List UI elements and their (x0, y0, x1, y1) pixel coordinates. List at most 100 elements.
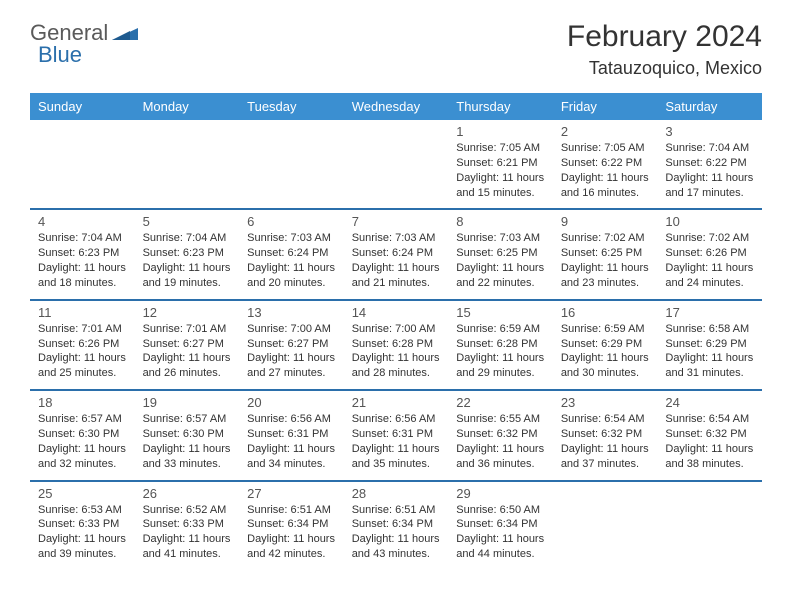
daylight-line-1: Daylight: 11 hours (561, 442, 650, 457)
sunrise-line: Sunrise: 7:04 AM (665, 141, 754, 156)
daylight-line-2: and 17 minutes. (665, 186, 754, 201)
daylight-line-2: and 15 minutes. (456, 186, 545, 201)
daylight-line-2: and 23 minutes. (561, 276, 650, 291)
calendar-day-cell: 9Sunrise: 7:02 AMSunset: 6:25 PMDaylight… (553, 209, 658, 299)
daylight-line-2: and 30 minutes. (561, 366, 650, 381)
sunrise-line: Sunrise: 7:02 AM (665, 231, 754, 246)
daylight-line-2: and 28 minutes. (352, 366, 441, 381)
day-number: 2 (561, 124, 650, 139)
day-header: Friday (553, 93, 658, 120)
day-number: 7 (352, 214, 441, 229)
calendar-day-cell: 26Sunrise: 6:52 AMSunset: 6:33 PMDayligh… (135, 481, 240, 570)
sunrise-line: Sunrise: 6:53 AM (38, 503, 127, 518)
calendar-day-cell: 27Sunrise: 6:51 AMSunset: 6:34 PMDayligh… (239, 481, 344, 570)
daylight-line-2: and 24 minutes. (665, 276, 754, 291)
sunrise-line: Sunrise: 6:56 AM (247, 412, 336, 427)
day-number: 20 (247, 395, 336, 410)
day-number: 8 (456, 214, 545, 229)
sunset-line: Sunset: 6:31 PM (247, 427, 336, 442)
sunrise-line: Sunrise: 6:54 AM (665, 412, 754, 427)
day-number: 10 (665, 214, 754, 229)
sunrise-line: Sunrise: 6:54 AM (561, 412, 650, 427)
calendar-day-cell: 11Sunrise: 7:01 AMSunset: 6:26 PMDayligh… (30, 300, 135, 390)
logo-text-blue: Blue (38, 42, 82, 67)
sunrise-line: Sunrise: 7:05 AM (456, 141, 545, 156)
sunset-line: Sunset: 6:32 PM (665, 427, 754, 442)
sunrise-line: Sunrise: 6:58 AM (665, 322, 754, 337)
daylight-line-2: and 41 minutes. (143, 547, 232, 562)
sunset-line: Sunset: 6:32 PM (456, 427, 545, 442)
sunrise-line: Sunrise: 6:51 AM (247, 503, 336, 518)
calendar-day-cell: 24 Sunrise: 6:54 AMSunset: 6:32 PMDayligh… (657, 390, 762, 480)
sunrise-line: Sunrise: 6:57 AM (143, 412, 232, 427)
sunset-line: Sunset: 6:28 PM (352, 337, 441, 352)
daylight-line-1: Daylight: 11 hours (665, 442, 754, 457)
day-header: Wednesday (344, 93, 449, 120)
daylight-line-1: Daylight: 11 hours (561, 351, 650, 366)
sunset-line: Sunset: 6:26 PM (38, 337, 127, 352)
daylight-line-1: Daylight: 11 hours (352, 532, 441, 547)
sunrise-line: Sunrise: 7:00 AM (247, 322, 336, 337)
sunset-line: Sunset: 6:26 PM (665, 246, 754, 261)
daylight-line-2: and 39 minutes. (38, 547, 127, 562)
calendar-week-row: 11Sunrise: 7:01 AMSunset: 6:26 PMDayligh… (30, 300, 762, 390)
daylight-line-1: Daylight: 11 hours (38, 351, 127, 366)
calendar-day-cell: 8Sunrise: 7:03 AMSunset: 6:25 PMDaylight… (448, 209, 553, 299)
day-number: 18 (38, 395, 127, 410)
daylight-line-1: Daylight: 11 hours (143, 532, 232, 547)
calendar-day-cell: 4Sunrise: 7:04 AMSunset: 6:23 PMDaylight… (30, 209, 135, 299)
calendar-day-cell: 1Sunrise: 7:05 AMSunset: 6:21 PMDaylight… (448, 120, 553, 209)
calendar-day-cell: 14Sunrise: 7:00 AMSunset: 6:28 PMDayligh… (344, 300, 449, 390)
calendar-day-cell (135, 120, 240, 209)
sunrise-line: Sunrise: 6:59 AM (561, 322, 650, 337)
day-header-row: Sunday Monday Tuesday Wednesday Thursday… (30, 93, 762, 120)
daylight-line-1: Daylight: 11 hours (456, 351, 545, 366)
daylight-line-1: Daylight: 11 hours (456, 442, 545, 457)
sunrise-line: Sunrise: 7:01 AM (143, 322, 232, 337)
day-number: 4 (38, 214, 127, 229)
sunrise-line: Sunrise: 7:05 AM (561, 141, 650, 156)
calendar-day-cell: 10Sunrise: 7:02 AMSunset: 6:26 PMDayligh… (657, 209, 762, 299)
daylight-line-1: Daylight: 11 hours (561, 171, 650, 186)
daylight-line-1: Daylight: 11 hours (352, 351, 441, 366)
sunrise-line: Sunrise: 7:03 AM (352, 231, 441, 246)
daylight-line-2: and 31 minutes. (665, 366, 754, 381)
day-number: 19 (143, 395, 232, 410)
daylight-line-2: and 43 minutes. (352, 547, 441, 562)
day-number: 28 (352, 486, 441, 501)
sunrise-line: Sunrise: 6:51 AM (352, 503, 441, 518)
daylight-line-1: Daylight: 11 hours (247, 351, 336, 366)
daylight-line-2: and 42 minutes. (247, 547, 336, 562)
sunset-line: Sunset: 6:30 PM (38, 427, 127, 442)
sunrise-line: Sunrise: 7:00 AM (352, 322, 441, 337)
daylight-line-1: Daylight: 11 hours (561, 261, 650, 276)
daylight-line-1: Daylight: 11 hours (665, 171, 754, 186)
calendar-week-row: 4Sunrise: 7:04 AMSunset: 6:23 PMDaylight… (30, 209, 762, 299)
day-number: 29 (456, 486, 545, 501)
day-number: 12 (143, 305, 232, 320)
sunset-line: Sunset: 6:27 PM (247, 337, 336, 352)
daylight-line-1: Daylight: 11 hours (38, 532, 127, 547)
daylight-line-2: and 29 minutes. (456, 366, 545, 381)
daylight-line-2: and 20 minutes. (247, 276, 336, 291)
daylight-line-1: Daylight: 11 hours (456, 532, 545, 547)
calendar-week-row: 1Sunrise: 7:05 AMSunset: 6:21 PMDaylight… (30, 120, 762, 209)
sunset-line: Sunset: 6:28 PM (456, 337, 545, 352)
calendar-day-cell: 19 Sunrise: 6:57 AMSunset: 6:30 PMDayligh… (135, 390, 240, 480)
daylight-line-2: and 26 minutes. (143, 366, 232, 381)
day-number: 24 (665, 395, 754, 410)
logo-triangle-icon (112, 22, 138, 45)
daylight-line-2: and 19 minutes. (143, 276, 232, 291)
sunset-line: Sunset: 6:24 PM (352, 246, 441, 261)
calendar-day-cell: 6Sunrise: 7:03 AMSunset: 6:24 PMDaylight… (239, 209, 344, 299)
calendar-table: Sunday Monday Tuesday Wednesday Thursday… (30, 93, 762, 570)
calendar-day-cell (30, 120, 135, 209)
calendar-day-cell: 17Sunrise: 6:58 AMSunset: 6:29 PMDayligh… (657, 300, 762, 390)
daylight-line-1: Daylight: 11 hours (143, 442, 232, 457)
day-number: 11 (38, 305, 127, 320)
sunset-line: Sunset: 6:29 PM (561, 337, 650, 352)
sunset-line: Sunset: 6:33 PM (143, 517, 232, 532)
daylight-line-2: and 18 minutes. (38, 276, 127, 291)
sunset-line: Sunset: 6:30 PM (143, 427, 232, 442)
day-number: 13 (247, 305, 336, 320)
